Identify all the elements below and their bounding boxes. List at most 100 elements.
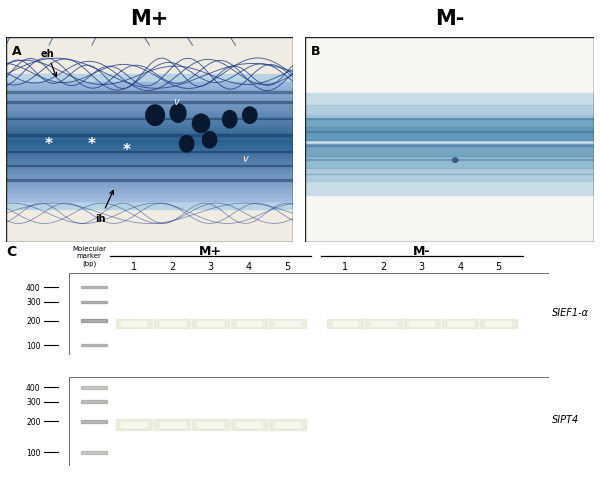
Bar [231, 420, 267, 430]
Bar [3, 166, 299, 167]
Bar [302, 106, 600, 118]
Bar [236, 321, 262, 326]
Ellipse shape [223, 111, 237, 129]
Bar [3, 130, 299, 133]
Bar [198, 421, 223, 427]
Ellipse shape [452, 158, 458, 163]
Text: ih: ih [95, 191, 113, 224]
Bar [3, 115, 299, 119]
Bar [3, 166, 299, 169]
Text: *: * [45, 137, 53, 152]
Text: 5: 5 [496, 262, 502, 272]
Ellipse shape [242, 108, 257, 124]
Bar [3, 183, 299, 187]
Text: v: v [242, 154, 248, 164]
Bar [231, 319, 267, 329]
Text: A: A [12, 45, 22, 58]
Bar [193, 420, 229, 430]
Text: SIPT4: SIPT4 [552, 414, 579, 424]
Text: 2: 2 [380, 262, 386, 272]
Bar [3, 97, 299, 101]
Text: M+: M+ [130, 9, 169, 28]
Bar [3, 151, 299, 154]
Bar [409, 321, 434, 326]
Bar [327, 319, 363, 329]
Bar [116, 420, 152, 430]
Bar [3, 178, 299, 181]
Bar [80, 400, 107, 403]
Bar [121, 421, 146, 427]
Bar [3, 148, 299, 151]
Text: C: C [6, 245, 16, 259]
Bar [198, 321, 223, 326]
Text: M-: M- [435, 9, 464, 28]
Bar [3, 109, 299, 113]
Bar [3, 86, 299, 89]
Bar [302, 128, 600, 140]
Bar [80, 451, 107, 454]
Bar [3, 198, 299, 202]
Bar [269, 319, 305, 329]
Text: 300: 300 [26, 397, 41, 406]
Bar [3, 119, 299, 122]
Bar [3, 172, 299, 175]
Text: M+: M+ [199, 245, 222, 258]
Bar [3, 145, 299, 148]
Bar [3, 151, 299, 153]
Bar [3, 180, 299, 181]
Text: 1: 1 [131, 262, 137, 272]
Bar [3, 142, 299, 145]
Bar [3, 121, 299, 125]
Bar [3, 101, 299, 104]
Bar [365, 319, 401, 329]
Ellipse shape [202, 132, 217, 149]
Bar [302, 156, 600, 169]
Bar [302, 144, 600, 156]
Text: B: B [311, 45, 320, 58]
Text: 300: 300 [26, 298, 41, 307]
Bar [486, 321, 511, 326]
Bar [3, 107, 299, 110]
Bar [3, 75, 299, 210]
Bar [404, 319, 440, 329]
Bar [3, 195, 299, 199]
Bar [80, 386, 107, 389]
Bar [3, 154, 299, 157]
Bar [3, 102, 299, 104]
Bar [275, 321, 300, 326]
Bar [160, 321, 185, 326]
Bar [302, 119, 600, 120]
Bar [193, 319, 229, 329]
Bar [160, 421, 185, 427]
Text: 100: 100 [26, 448, 41, 457]
Text: 4: 4 [457, 262, 463, 272]
Text: *: * [88, 137, 96, 152]
Bar [3, 95, 299, 98]
Bar [3, 92, 299, 94]
Bar [121, 321, 146, 326]
Ellipse shape [146, 106, 164, 126]
Text: v: v [174, 96, 179, 107]
Bar [302, 94, 600, 195]
Text: 2: 2 [169, 262, 175, 272]
Ellipse shape [179, 136, 194, 153]
Bar [3, 104, 299, 107]
Text: 3: 3 [419, 262, 425, 272]
Text: Molecular
marker
(bp): Molecular marker (bp) [72, 246, 106, 266]
Text: 5: 5 [284, 262, 290, 272]
Bar [116, 319, 152, 329]
Bar [3, 136, 299, 140]
Bar [80, 344, 107, 347]
Bar [302, 116, 600, 128]
Bar [269, 420, 305, 430]
Ellipse shape [170, 105, 186, 123]
Bar [3, 135, 299, 136]
Bar [3, 139, 299, 143]
Bar [80, 420, 107, 422]
Bar [80, 287, 107, 289]
Bar [154, 420, 190, 430]
Ellipse shape [193, 115, 209, 133]
Text: 4: 4 [246, 262, 252, 272]
Text: M-: M- [413, 245, 431, 258]
Bar [3, 119, 299, 120]
